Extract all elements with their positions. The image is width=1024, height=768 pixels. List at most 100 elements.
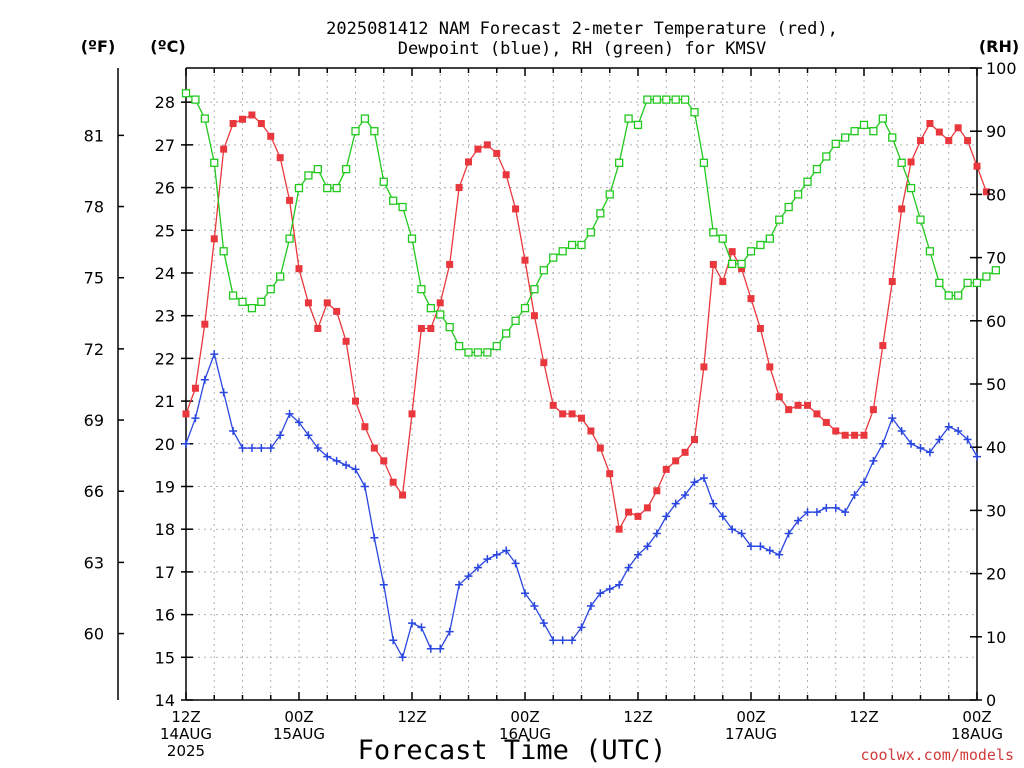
rh-point: [615, 158, 624, 167]
rh-point: [812, 164, 822, 174]
celsius-tick-label: 21: [155, 392, 175, 411]
x-tick-label: 12Z: [397, 708, 426, 726]
dewpoint-point: [850, 491, 859, 500]
rh-tick-label: 90: [986, 122, 1006, 141]
temperature-point: [465, 158, 472, 166]
dewpoint-point: [624, 563, 633, 572]
rh-point: [398, 202, 407, 212]
rh-point: [841, 133, 850, 142]
rh-point: [991, 266, 1000, 275]
dewpoint-point: [765, 546, 774, 555]
temperature-point: [888, 278, 896, 286]
x-tick-label: 16AUG: [499, 725, 551, 743]
dewpoint-point: [916, 444, 925, 453]
dewpoint-point: [549, 636, 558, 645]
rh-tick-label: 80: [986, 185, 1006, 204]
dewpoint-point: [841, 508, 850, 517]
temperature-point: [436, 299, 444, 307]
rh-point: [831, 139, 840, 148]
rh-point: [539, 266, 548, 275]
rh-tick-label: 30: [986, 501, 1006, 520]
temperature-point: [446, 260, 454, 268]
celsius-tick-label: 27: [155, 136, 175, 155]
dewpoint-point: [634, 550, 642, 559]
temperature-series: [182, 111, 990, 533]
dewpoint-point: [285, 409, 294, 418]
dewpoint-point: [257, 444, 266, 453]
dewpoint-point: [888, 414, 897, 423]
rh-point: [699, 158, 709, 167]
temperature-point: [747, 295, 755, 303]
rh-point: [351, 127, 360, 136]
celsius-tick-label: 23: [155, 307, 175, 326]
dewpoint-point: [558, 636, 567, 645]
dewpoint-point: [728, 525, 737, 534]
fahrenheit-tick-label: 72: [84, 340, 104, 359]
temperature-point: [851, 431, 859, 439]
rh-point: [671, 95, 680, 104]
temperature-point: [832, 427, 840, 435]
dewpoint-point: [473, 563, 482, 572]
rh-point: [191, 95, 200, 104]
dewpoint-point: [492, 550, 501, 559]
rh-point: [389, 196, 398, 205]
temperature-point: [982, 188, 990, 196]
rh-point: [370, 127, 379, 136]
rh-point: [680, 95, 690, 104]
dewpoint-point: [502, 546, 511, 555]
temperature-point: [502, 171, 510, 179]
rh-point: [567, 240, 577, 250]
rh-point: [944, 291, 953, 300]
x-tick-label: 00Z: [962, 708, 991, 726]
rh-point: [850, 127, 859, 136]
fahrenheit-tick-label: 63: [84, 553, 104, 572]
rh-point: [577, 240, 586, 250]
dewpoint-point: [662, 512, 671, 521]
temperature-point: [549, 401, 557, 409]
rh-point: [737, 259, 746, 269]
temperature-point: [182, 410, 190, 418]
temperature-point: [907, 158, 915, 166]
dewpoint-point: [342, 461, 351, 470]
rh-point: [304, 171, 313, 180]
temperature-point: [389, 478, 397, 486]
temperature-point: [276, 154, 284, 162]
temperature-point: [973, 162, 981, 170]
dewpoint-point: [973, 452, 981, 461]
temperature-point: [653, 487, 661, 495]
rh-point: [266, 285, 275, 294]
dewpoint-point: [389, 636, 398, 645]
rh-point: [793, 190, 803, 199]
fahrenheit-tick-label: 75: [84, 269, 104, 288]
x-tick-label: 18AUG: [951, 725, 1003, 743]
dewpoint-point: [408, 619, 416, 628]
rh-point: [210, 158, 219, 167]
rh-point: [294, 183, 304, 193]
dewpoint-point: [398, 653, 407, 662]
temperature-point: [408, 410, 416, 418]
temperature-point: [568, 410, 576, 418]
rh-point: [662, 95, 671, 104]
temperature-point: [860, 431, 868, 439]
temperature-point: [191, 384, 199, 392]
rh-unit-label: (RH): [979, 37, 1019, 56]
temperature-point: [512, 205, 520, 213]
dewpoint-point: [860, 478, 868, 487]
x-tick-label: 2025: [167, 742, 205, 760]
rh-point: [200, 114, 209, 123]
temperature-point: [672, 457, 680, 465]
rh-point: [643, 95, 652, 104]
fahrenheit-tick-label: 81: [84, 126, 104, 145]
temperature-point: [304, 299, 312, 307]
celsius-tick-label: 19: [155, 477, 175, 496]
celsius-tick-label: 22: [155, 349, 175, 368]
dewpoint-point: [803, 508, 812, 517]
rh-point: [624, 114, 633, 123]
rh-point: [558, 247, 567, 256]
rh-point: [605, 190, 614, 199]
temperature-point: [474, 145, 482, 153]
x-tick-label: 14AUG: [160, 725, 212, 743]
series-layer: [181, 89, 1000, 662]
dewpoint-point: [436, 644, 445, 653]
fahrenheit-unit-label: (ºF): [81, 37, 116, 56]
